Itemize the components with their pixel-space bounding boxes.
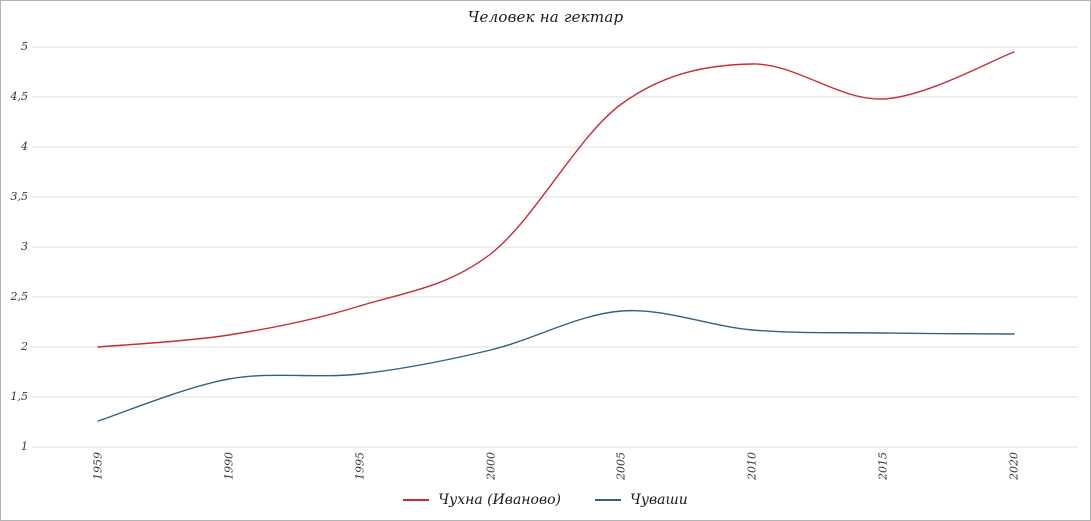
x-tick-label: 1995 (353, 452, 367, 480)
series-line-Чухна (Иваново) (97, 51, 1015, 348)
legend-item-chukhna: Чухна (Иваново) (403, 492, 561, 508)
y-tick-label: 3 (21, 240, 28, 253)
y-tick-label: 1 (21, 440, 28, 453)
y-tick-label: 1,5 (10, 390, 29, 403)
x-tick-label: 2010 (745, 452, 759, 480)
legend-label-chuvashi: Чуваши (630, 492, 688, 508)
x-tick-label: 2000 (484, 452, 498, 480)
x-tick-label: 1959 (91, 452, 105, 480)
y-tick-label: 2 (21, 340, 28, 353)
y-tick-label: 3,5 (10, 190, 29, 203)
legend: Чухна (Иваново) Чуваши (1, 488, 1090, 512)
legend-label-chukhna: Чухна (Иваново) (438, 492, 561, 508)
x-tick-label: 1990 (222, 452, 236, 480)
x-tick-label: 2005 (614, 452, 628, 480)
y-tick-label: 4 (21, 140, 28, 153)
y-tick-label: 2,5 (10, 290, 29, 303)
series-line-Чуваши (97, 309, 1015, 422)
y-tick-label: 5 (21, 40, 28, 53)
x-tick-label: 2020 (1007, 452, 1021, 480)
legend-line-swatch-red (403, 499, 430, 501)
y-tick-label: 4,5 (10, 90, 29, 103)
legend-line-swatch-blue (595, 499, 621, 501)
x-tick-label: 2015 (876, 452, 890, 480)
legend-item-chuvashi: Чуваши (595, 492, 688, 508)
chart-title: Человек на гектар (467, 8, 624, 26)
